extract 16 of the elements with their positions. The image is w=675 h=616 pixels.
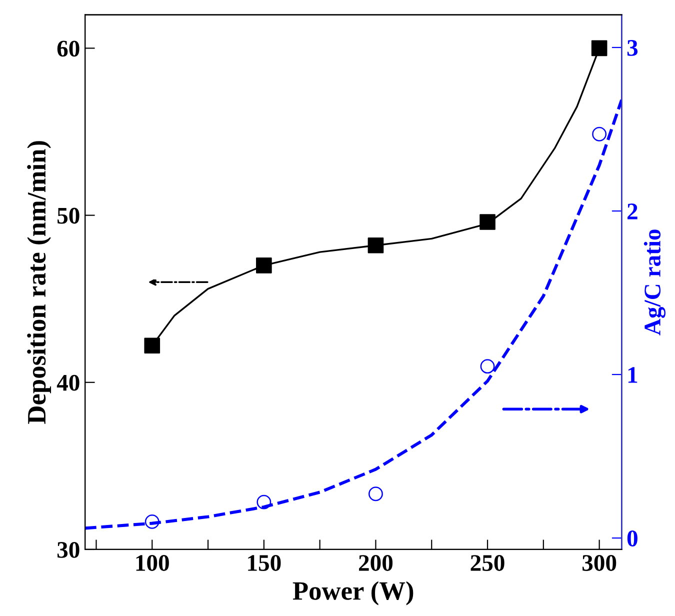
x-tick-label: 200 [359,555,393,571]
x-axis-title: Power (W) [292,581,414,606]
y2-tick-label: 0 [627,530,638,546]
x-tick-label: 250 [470,555,504,571]
y2-tick-label: 3 [627,40,638,56]
y-axis-title: Deposition rate (nm/min) [27,141,52,424]
y2-axis-title: Ag/C ratio [644,230,666,336]
y2-tick-label: 1 [628,367,638,383]
y-tick-label: 40 [56,374,80,391]
x-tick-label: 100 [136,555,169,571]
y-tick-label: 30 [57,542,80,558]
x-tick-label: 150 [248,555,281,571]
y-tick-label: 60 [57,40,80,57]
y2-tick-label: 2 [628,204,638,220]
x-tick-label: 300 [582,555,616,571]
y-tick-label: 50 [58,208,80,224]
